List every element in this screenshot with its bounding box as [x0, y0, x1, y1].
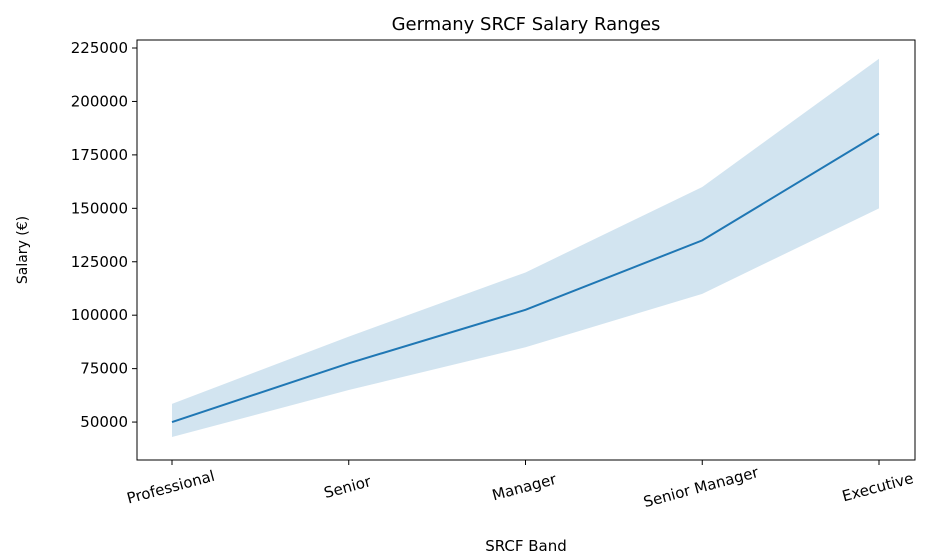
salary-line: [171, 132, 880, 424]
y-axis-label: Salary (€): [15, 216, 31, 284]
y-tick-label: 200000: [71, 92, 128, 110]
x-axis-label: SRCF Band: [485, 537, 567, 555]
x-tick-label: Manager: [490, 470, 559, 505]
y-tick-label: 175000: [71, 146, 128, 164]
x-tick-label: Professional: [125, 467, 217, 508]
range-band: [172, 58, 879, 438]
y-tick-label: 125000: [71, 253, 128, 271]
y-tick-label: 225000: [71, 39, 128, 57]
y-tick-label: 100000: [71, 306, 128, 324]
y-tick-label: 50000: [80, 413, 128, 431]
x-tick-label: Executive: [840, 469, 915, 505]
y-tick-label: 75000: [80, 360, 128, 378]
chart-title: Germany SRCF Salary Ranges: [392, 14, 661, 35]
plot-frame: [136, 39, 916, 461]
y-tick-label: 150000: [71, 199, 128, 217]
x-tick-label: Senior Manager: [641, 463, 761, 511]
x-tick-label: Senior: [322, 472, 374, 502]
